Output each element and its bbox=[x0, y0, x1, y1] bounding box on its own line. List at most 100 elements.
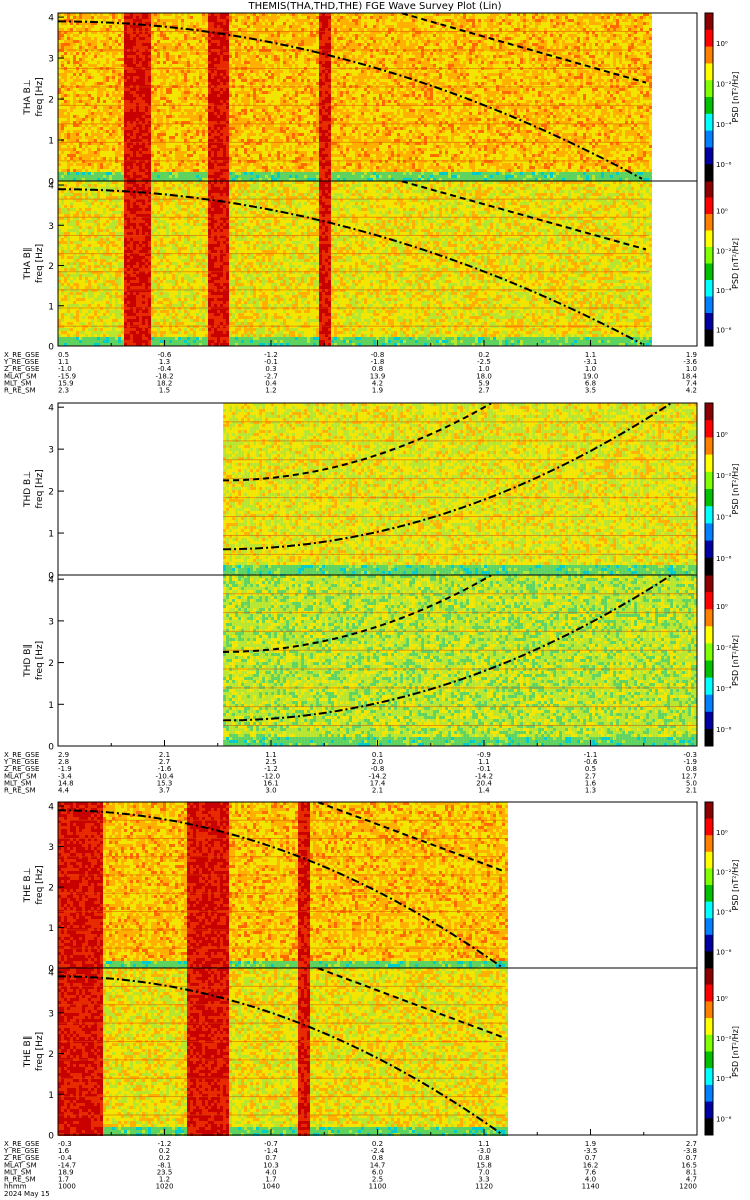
colorbar-segment bbox=[705, 835, 713, 852]
colorbar-segment bbox=[705, 420, 713, 438]
colorbar-tick-label: 10⁰ bbox=[716, 829, 728, 837]
colorbar-segment bbox=[705, 30, 713, 47]
colorbar-segment bbox=[705, 264, 713, 281]
colorbar-tick-label: 10⁻⁶ bbox=[716, 161, 732, 169]
colorbar-segment bbox=[705, 506, 713, 524]
colorbar-segment bbox=[705, 592, 713, 610]
colorbar-segment bbox=[705, 198, 713, 215]
spectrogram-cells bbox=[58, 968, 508, 1136]
y-tick-label: 3 bbox=[48, 222, 54, 232]
time-tick-label: 1100 bbox=[369, 1183, 387, 1191]
time-tick-label: 1140 bbox=[582, 1183, 600, 1191]
colorbar-segment bbox=[705, 13, 713, 30]
y-tick-label: 2 bbox=[48, 884, 54, 894]
colorbar-label: PSD [nT²/Hz] bbox=[731, 635, 740, 686]
colorbar-segment bbox=[705, 455, 713, 473]
colorbar-segment bbox=[705, 472, 713, 490]
spectrogram-cells bbox=[223, 403, 697, 577]
colorbar-tick-label: 10⁻² bbox=[716, 472, 732, 480]
time-tick-label: 1040 bbox=[262, 1183, 280, 1191]
ephemeris-value: 1.5 bbox=[159, 387, 170, 395]
colorbar-tick-label: 10⁻⁶ bbox=[716, 555, 732, 563]
colorbar-segment bbox=[705, 678, 713, 696]
ephemeris-value: 2.7 bbox=[478, 387, 489, 395]
colorbar-segment bbox=[705, 868, 713, 885]
colorbar-segment bbox=[705, 558, 713, 576]
ephemeris-value: 3.0 bbox=[265, 787, 276, 795]
y-tick-label: 2 bbox=[48, 488, 54, 498]
y-tick-label: 3 bbox=[48, 1009, 54, 1019]
ephemeris-value: 2.1 bbox=[686, 787, 697, 795]
colorbar-segment bbox=[705, 1018, 713, 1035]
colorbar-segment bbox=[705, 661, 713, 679]
colorbar-label: PSD [nT²/Hz] bbox=[731, 464, 740, 515]
time-tick-label: 1120 bbox=[475, 1183, 493, 1191]
colorbar-segment bbox=[705, 626, 713, 644]
colorbar-tick-label: 10⁻⁶ bbox=[716, 726, 732, 734]
date-label: 2024 May 15 bbox=[4, 1190, 50, 1198]
colorbar-segment bbox=[705, 47, 713, 64]
y-tick-label: 2 bbox=[48, 262, 54, 272]
colorbar-segment bbox=[705, 1102, 713, 1119]
time-tick-label: 1000 bbox=[58, 1183, 76, 1191]
colorbar-segment bbox=[705, 214, 713, 231]
y-tick-label: 3 bbox=[48, 446, 54, 456]
ephemeris-value: 4.2 bbox=[686, 387, 697, 395]
colorbar-segment bbox=[705, 819, 713, 836]
colorbar-tick-label: 10⁻² bbox=[716, 869, 732, 877]
colorbar-segment bbox=[705, 164, 713, 181]
y-axis-sublabel: freq [Hz] bbox=[35, 865, 45, 904]
colorbar-segment bbox=[705, 951, 713, 968]
spectrogram-cells bbox=[58, 181, 652, 346]
ephemeris-value: 3.5 bbox=[585, 387, 596, 395]
y-axis-label: THE B⊥ bbox=[23, 867, 33, 903]
y-axis-label: THD B⊥ bbox=[23, 471, 33, 508]
colorbar-tick-label: 10⁻⁴ bbox=[716, 909, 732, 917]
ephemeris-value: 1.2 bbox=[265, 387, 276, 395]
y-tick-label: 0 bbox=[48, 343, 54, 353]
colorbar-segment bbox=[705, 231, 713, 248]
colorbar-segment bbox=[705, 1085, 713, 1102]
y-tick-label: 4 bbox=[48, 969, 54, 979]
colorbar-segment bbox=[705, 63, 713, 80]
colorbar-segment bbox=[705, 729, 713, 747]
y-tick-label: 4 bbox=[48, 182, 54, 192]
ephemeris-value: 1.9 bbox=[372, 387, 383, 395]
colorbar-segment bbox=[705, 280, 713, 297]
colorbar-segment bbox=[705, 1052, 713, 1069]
y-tick-label: 3 bbox=[48, 843, 54, 853]
colorbar-tick-label: 10⁻⁴ bbox=[716, 514, 732, 522]
colorbar-segment bbox=[705, 297, 713, 314]
colorbar-tick-label: 10⁻⁶ bbox=[716, 327, 732, 335]
y-tick-label: 4 bbox=[48, 14, 54, 24]
colorbar-segment bbox=[705, 712, 713, 730]
colorbar-label: PSD [nT²/Hz] bbox=[731, 860, 740, 911]
spectrogram-cells bbox=[223, 575, 697, 746]
colorbar-label: PSD [nT²/Hz] bbox=[731, 238, 740, 289]
survey-plot: 01234THA B⊥ freq [Hz]10⁰10⁻²10⁻⁴10⁻⁶PSD [… bbox=[0, 0, 750, 1200]
y-axis-label: THA B⊥ bbox=[23, 79, 33, 115]
colorbar-tick-label: 10⁻⁴ bbox=[716, 685, 732, 693]
y-tick-label: 1 bbox=[48, 302, 54, 312]
colorbar-tick-label: 10⁰ bbox=[716, 603, 728, 611]
y-tick-label: 0 bbox=[48, 1132, 54, 1142]
colorbar-segment bbox=[705, 97, 713, 114]
colorbar-segment bbox=[705, 147, 713, 164]
colorbar-segment bbox=[705, 330, 713, 347]
colorbar-segment bbox=[705, 489, 713, 507]
colorbar-segment bbox=[705, 313, 713, 330]
colorbar-segment bbox=[705, 918, 713, 935]
y-tick-label: 1 bbox=[48, 924, 54, 934]
